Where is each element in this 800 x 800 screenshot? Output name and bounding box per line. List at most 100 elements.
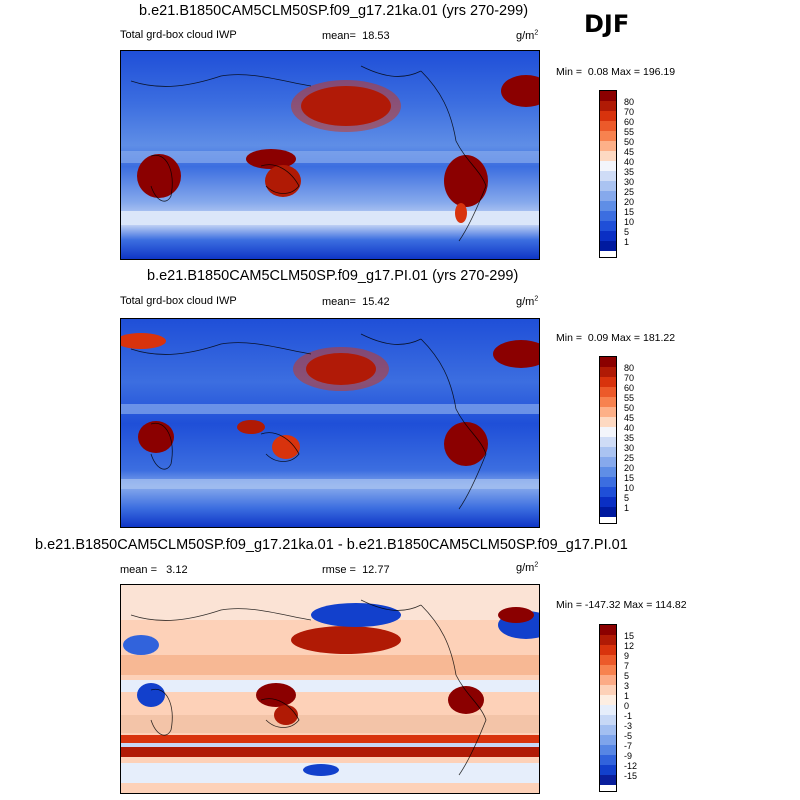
panel2-colorbar-box-8 bbox=[600, 437, 616, 447]
panel2-minmax: Min = 0.09 Max = 181.22 bbox=[556, 332, 675, 344]
panel3-map bbox=[120, 584, 540, 794]
panel1-units-base: g/m bbox=[516, 30, 535, 42]
panel1-colorbar-label-8: 30 bbox=[624, 177, 635, 187]
panel1-colorbar-box-12 bbox=[600, 211, 616, 221]
panel3-min-label: Min = bbox=[556, 599, 582, 611]
panel1-variable: Total grd-box cloud IWP bbox=[120, 29, 237, 41]
panel1-mean-label: mean= bbox=[322, 30, 356, 42]
panel2-colorbar-box-10 bbox=[600, 457, 616, 467]
panel2-colorbar-box-6 bbox=[600, 417, 616, 427]
panel1-max-value: 196.19 bbox=[642, 66, 676, 78]
panel2-mean-value: 15.42 bbox=[362, 296, 390, 308]
panel3-rmse-value: 12.77 bbox=[362, 564, 390, 576]
panel3-colorbar-label-9: -3 bbox=[624, 721, 633, 731]
panel1-units: g/m2 bbox=[516, 29, 539, 42]
panel2-colorbar-label-7: 35 bbox=[624, 433, 635, 443]
panel3-colorbar-box-9 bbox=[600, 715, 616, 725]
panel3-max-label: Max = bbox=[623, 599, 653, 611]
panel1-colorbar-label-14: 1 bbox=[624, 237, 630, 247]
panel3-colorbar-box-12 bbox=[600, 745, 616, 755]
panel1-colorbar-box-5 bbox=[600, 141, 616, 151]
panel1-units-exp: 2 bbox=[534, 29, 539, 37]
panel3-colorbar-label-14: -15 bbox=[624, 771, 638, 781]
panel3-rmse-label: rmse = bbox=[322, 564, 356, 576]
panel1-colorbar-label-2: 60 bbox=[624, 117, 635, 127]
panel3-colorbar-box-15 bbox=[600, 775, 616, 785]
panel1-colorbar-label-9: 25 bbox=[624, 187, 635, 197]
panel1-colorbar-box-10 bbox=[600, 191, 616, 201]
panel1-colorbar bbox=[599, 90, 617, 258]
panel3-colorbar-box-13 bbox=[600, 755, 616, 765]
panel3-colorbar-label-4: 5 bbox=[624, 671, 630, 681]
panel1-colorbar-box-8 bbox=[600, 171, 616, 181]
panel2-colorbar-label-0: 80 bbox=[624, 363, 635, 373]
panel1-colorbar-label-13: 5 bbox=[624, 227, 630, 237]
panel3-colorbar-box-11 bbox=[600, 735, 616, 745]
panel3-units-exp: 2 bbox=[534, 561, 539, 569]
panel1-colorbar-label-6: 40 bbox=[624, 157, 635, 167]
panel3-colorbar-label-0: 15 bbox=[624, 631, 635, 641]
panel2-colorbar-label-5: 45 bbox=[624, 413, 635, 423]
panel1-colorbar-label-1: 70 bbox=[624, 107, 635, 117]
panel1-colorbar-label-5: 45 bbox=[624, 147, 635, 157]
panel1-colorbar-label-3: 55 bbox=[624, 127, 635, 137]
panel2-colorbar-label-13: 5 bbox=[624, 493, 630, 503]
panel3-colorbar-box-7 bbox=[600, 695, 616, 705]
panel3-colorbar-label-8: -1 bbox=[624, 711, 633, 721]
panel2-colorbar-label-11: 15 bbox=[624, 473, 635, 483]
panel3-colorbar-box-3 bbox=[600, 655, 616, 665]
panel3-colorbar-box-10 bbox=[600, 725, 616, 735]
panel3-colorbar-label-1: 12 bbox=[624, 641, 635, 651]
panel3-mean: mean = 3.12 bbox=[120, 564, 188, 576]
panel3-units-base: g/m bbox=[516, 562, 535, 574]
panel3-colorbar-box-14 bbox=[600, 765, 616, 775]
panel1-colorbar-label-7: 35 bbox=[624, 167, 635, 177]
panel3-colorbar-box-5 bbox=[600, 675, 616, 685]
panel3-mean-value: 3.12 bbox=[166, 564, 188, 576]
panel2-units: g/m2 bbox=[516, 295, 539, 308]
panel3-minmax: Min = -147.32 Max = 114.82 bbox=[556, 599, 687, 611]
panel2-colorbar-box-13 bbox=[600, 487, 616, 497]
panel2-colorbar-box-12 bbox=[600, 477, 616, 487]
panel2-colorbar-box-15 bbox=[600, 507, 616, 517]
panel3-colorbar-box-1 bbox=[600, 635, 616, 645]
panel1-colorbar-label-10: 20 bbox=[624, 197, 635, 207]
panel3-mean-label: mean = bbox=[120, 564, 157, 576]
panel1-colorbar-box-4 bbox=[600, 131, 616, 141]
panel1-colorbar-box-13 bbox=[600, 221, 616, 231]
panel1-colorbar-box-1 bbox=[600, 101, 616, 111]
season-label: DJF bbox=[584, 10, 630, 38]
panel1-colorbar-box-14 bbox=[600, 231, 616, 241]
panel2-colorbar-box-0 bbox=[600, 357, 616, 367]
panel1-colorbar-box-6 bbox=[600, 151, 616, 161]
panel2-colorbar-box-5 bbox=[600, 407, 616, 417]
panel2-colorbar bbox=[599, 356, 617, 524]
panel3-colorbar-box-0 bbox=[600, 625, 616, 635]
panel2-colorbar-box-14 bbox=[600, 497, 616, 507]
panel3-colorbar bbox=[599, 624, 617, 792]
panel2-colorbar-label-2: 60 bbox=[624, 383, 635, 393]
panel2-colorbar-box-9 bbox=[600, 447, 616, 457]
panel3-colorbar-box-6 bbox=[600, 685, 616, 695]
panel3-colorbar-label-5: 3 bbox=[624, 681, 630, 691]
panel1-minmax: Min = 0.08 Max = 196.19 bbox=[556, 66, 675, 78]
panel1-min-value: 0.08 bbox=[587, 66, 609, 78]
panel2-colorbar-label-12: 10 bbox=[624, 483, 635, 493]
panel1-colorbar-box-0 bbox=[600, 91, 616, 101]
panel1-mean-value: 18.53 bbox=[362, 30, 390, 42]
panel1-colorbar-box-15 bbox=[600, 241, 616, 251]
panel2-colorbar-box-1 bbox=[600, 367, 616, 377]
panel2-variable: Total grd-box cloud IWP bbox=[120, 295, 237, 307]
panel2-colorbar-label-4: 50 bbox=[624, 403, 635, 413]
panel2-colorbar-box-3 bbox=[600, 387, 616, 397]
panel2-colorbar-label-10: 20 bbox=[624, 463, 635, 473]
panel2-units-exp: 2 bbox=[534, 295, 539, 303]
panel2-colorbar-label-3: 55 bbox=[624, 393, 635, 403]
panel3-colorbar-label-2: 9 bbox=[624, 651, 630, 661]
panel1-colorbar-box-2 bbox=[600, 111, 616, 121]
panel1-colorbar-box-11 bbox=[600, 201, 616, 211]
panel1-min-label: Min = bbox=[556, 66, 582, 78]
panel3-rmse: rmse = 12.77 bbox=[322, 564, 390, 576]
panel3-units: g/m2 bbox=[516, 561, 539, 574]
panel2-title: b.e21.B1850CAM5CLM50SP.f09_g17.PI.01 (yr… bbox=[147, 268, 519, 284]
